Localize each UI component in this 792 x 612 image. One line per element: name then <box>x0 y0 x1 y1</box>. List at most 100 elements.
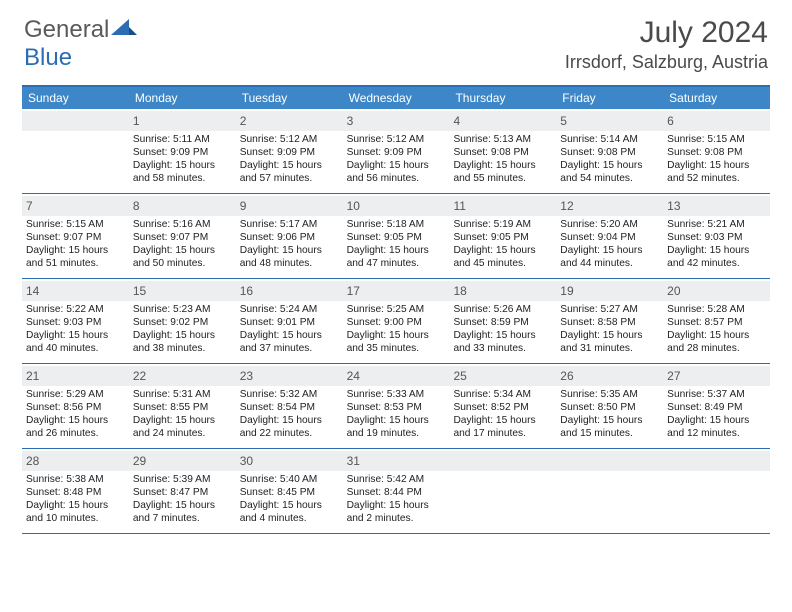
daynum-row: 15 <box>129 281 236 301</box>
daynum-row: 9 <box>236 196 343 216</box>
sunset-line: Sunset: 9:08 PM <box>560 146 659 159</box>
day-body: Sunrise: 5:15 AMSunset: 9:07 PMDaylight:… <box>26 218 125 270</box>
sunset-line: Sunset: 9:00 PM <box>347 316 446 329</box>
daynum-row: 13 <box>663 196 770 216</box>
day-header-row: SundayMondayTuesdayWednesdayThursdayFrid… <box>22 87 770 109</box>
daylight-line: Daylight: 15 hours and 12 minutes. <box>667 414 766 440</box>
sunrise-line: Sunrise: 5:29 AM <box>26 388 125 401</box>
day-body: Sunrise: 5:32 AMSunset: 8:54 PMDaylight:… <box>240 388 339 440</box>
sunset-line: Sunset: 9:05 PM <box>347 231 446 244</box>
day-cell: 23Sunrise: 5:32 AMSunset: 8:54 PMDayligh… <box>236 364 343 448</box>
daynum-row: 25 <box>449 366 556 386</box>
day-cell: 7Sunrise: 5:15 AMSunset: 9:07 PMDaylight… <box>22 194 129 278</box>
daynum-row: 2 <box>236 111 343 131</box>
week-row: .1Sunrise: 5:11 AMSunset: 9:09 PMDayligh… <box>22 109 770 194</box>
day-cell: 18Sunrise: 5:26 AMSunset: 8:59 PMDayligh… <box>449 279 556 363</box>
day-number: 6 <box>667 114 674 128</box>
sunrise-line: Sunrise: 5:38 AM <box>26 473 125 486</box>
day-number: 31 <box>347 454 360 468</box>
day-cell: 17Sunrise: 5:25 AMSunset: 9:00 PMDayligh… <box>343 279 450 363</box>
sunset-line: Sunset: 9:07 PM <box>133 231 232 244</box>
sunset-line: Sunset: 8:47 PM <box>133 486 232 499</box>
daylight-line: Daylight: 15 hours and 56 minutes. <box>347 159 446 185</box>
day-number: 5 <box>560 114 567 128</box>
daylight-line: Daylight: 15 hours and 4 minutes. <box>240 499 339 525</box>
day-body: Sunrise: 5:11 AMSunset: 9:09 PMDaylight:… <box>133 133 232 185</box>
daynum-row: 22 <box>129 366 236 386</box>
day-cell: 11Sunrise: 5:19 AMSunset: 9:05 PMDayligh… <box>449 194 556 278</box>
day-header: Thursday <box>449 87 556 109</box>
sunrise-line: Sunrise: 5:35 AM <box>560 388 659 401</box>
daylight-line: Daylight: 15 hours and 51 minutes. <box>26 244 125 270</box>
day-header: Monday <box>129 87 236 109</box>
day-number: 20 <box>667 284 680 298</box>
day-number: 14 <box>26 284 39 298</box>
sunset-line: Sunset: 8:49 PM <box>667 401 766 414</box>
day-body: Sunrise: 5:23 AMSunset: 9:02 PMDaylight:… <box>133 303 232 355</box>
day-body: Sunrise: 5:13 AMSunset: 9:08 PMDaylight:… <box>453 133 552 185</box>
daynum-row: 14 <box>22 281 129 301</box>
week-row: 21Sunrise: 5:29 AMSunset: 8:56 PMDayligh… <box>22 364 770 449</box>
day-number: 24 <box>347 369 360 383</box>
daynum-row: 17 <box>343 281 450 301</box>
week-row: 28Sunrise: 5:38 AMSunset: 8:48 PMDayligh… <box>22 449 770 534</box>
sunset-line: Sunset: 8:56 PM <box>26 401 125 414</box>
day-body: Sunrise: 5:18 AMSunset: 9:05 PMDaylight:… <box>347 218 446 270</box>
sunset-line: Sunset: 8:59 PM <box>453 316 552 329</box>
daylight-line: Daylight: 15 hours and 35 minutes. <box>347 329 446 355</box>
day-number: 11 <box>453 199 465 213</box>
sunset-line: Sunset: 8:52 PM <box>453 401 552 414</box>
day-body: Sunrise: 5:37 AMSunset: 8:49 PMDaylight:… <box>667 388 766 440</box>
day-cell: 15Sunrise: 5:23 AMSunset: 9:02 PMDayligh… <box>129 279 236 363</box>
sunrise-line: Sunrise: 5:15 AM <box>26 218 125 231</box>
sunset-line: Sunset: 9:09 PM <box>240 146 339 159</box>
day-cell: 31 Sunrise: 5:42 AMSunset: 8:44 PMDayligh… <box>343 449 450 533</box>
sunset-line: Sunset: 9:09 PM <box>347 146 446 159</box>
sunset-line: Sunset: 8:58 PM <box>560 316 659 329</box>
day-header: Friday <box>556 87 663 109</box>
sunset-line: Sunset: 8:50 PM <box>560 401 659 414</box>
day-cell: 20Sunrise: 5:28 AMSunset: 8:57 PMDayligh… <box>663 279 770 363</box>
day-body: Sunrise: 5:12 AMSunset: 9:09 PMDaylight:… <box>347 133 446 185</box>
sunrise-line: Sunrise: 5:42 AM <box>347 473 446 486</box>
sunset-line: Sunset: 8:57 PM <box>667 316 766 329</box>
daylight-line: Daylight: 15 hours and 44 minutes. <box>560 244 659 270</box>
day-body: Sunrise: 5:29 AMSunset: 8:56 PMDaylight:… <box>26 388 125 440</box>
sunset-line: Sunset: 8:55 PM <box>133 401 232 414</box>
daylight-line: Daylight: 15 hours and 55 minutes. <box>453 159 552 185</box>
day-cell: 24Sunrise: 5:33 AMSunset: 8:53 PMDayligh… <box>343 364 450 448</box>
brand-part1: General <box>24 16 109 44</box>
day-cell: 4 Sunrise: 5:13 AMSunset: 9:08 PMDaylight… <box>449 109 556 193</box>
day-number: 10 <box>347 199 360 213</box>
day-cell: 10 Sunrise: 5:18 AMSunset: 9:05 PMDayligh… <box>343 194 450 278</box>
day-cell: 14Sunrise: 5:22 AMSunset: 9:03 PMDayligh… <box>22 279 129 363</box>
daynum-row: 30 <box>236 451 343 471</box>
sunrise-line: Sunrise: 5:40 AM <box>240 473 339 486</box>
daylight-line: Daylight: 15 hours and 47 minutes. <box>347 244 446 270</box>
daylight-line: Daylight: 15 hours and 33 minutes. <box>453 329 552 355</box>
day-body: Sunrise: 5:12 AMSunset: 9:09 PMDaylight:… <box>240 133 339 185</box>
daylight-line: Daylight: 15 hours and 38 minutes. <box>133 329 232 355</box>
daylight-line: Daylight: 15 hours and 22 minutes. <box>240 414 339 440</box>
daynum-row: 8 <box>129 196 236 216</box>
sunset-line: Sunset: 9:09 PM <box>133 146 232 159</box>
sunrise-line: Sunrise: 5:14 AM <box>560 133 659 146</box>
day-cell: 3Sunrise: 5:12 AMSunset: 9:09 PMDaylight… <box>343 109 450 193</box>
sunset-line: Sunset: 9:08 PM <box>667 146 766 159</box>
day-number: 26 <box>560 369 573 383</box>
daynum-row: 20 <box>663 281 770 301</box>
day-number: 4 <box>453 114 460 128</box>
day-cell: . <box>22 109 129 193</box>
sunset-line: Sunset: 8:53 PM <box>347 401 446 414</box>
day-header: Saturday <box>663 87 770 109</box>
day-number: 27 <box>667 369 680 383</box>
header: General July 2024 Irrsdorf, Salzburg, Au… <box>0 0 792 77</box>
day-number: 16 <box>240 284 253 298</box>
sunrise-line: Sunrise: 5:17 AM <box>240 218 339 231</box>
day-number: 25 <box>453 369 466 383</box>
brand-part2: Blue <box>24 44 72 72</box>
day-body: Sunrise: 5:40 AMSunset: 8:45 PMDaylight:… <box>240 473 339 525</box>
month-title: July 2024 <box>565 16 768 50</box>
daylight-line: Daylight: 15 hours and 52 minutes. <box>667 159 766 185</box>
day-body: Sunrise: 5:42 AMSunset: 8:44 PMDaylight:… <box>347 473 446 525</box>
